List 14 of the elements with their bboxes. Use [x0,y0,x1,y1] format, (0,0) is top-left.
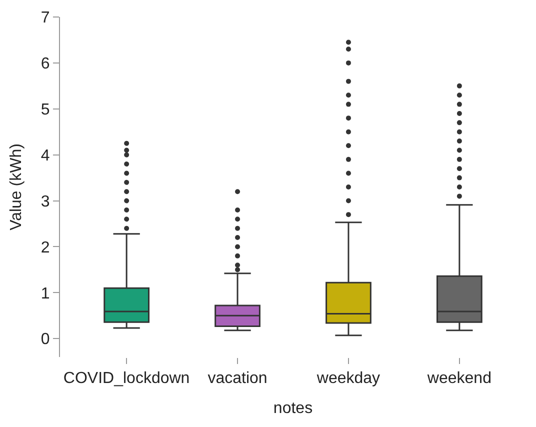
y-tick-label: 5 [40,101,50,118]
y-tick-label: 1 [40,285,50,302]
y-tick-label: 4 [40,147,50,164]
x-tick-label: weekend [426,370,492,388]
y-axis-title: Value (kWh) [8,144,25,230]
y-tick-label: 6 [40,56,50,73]
x-tick-label: COVID_lockdown [63,370,190,388]
y-tick-label: 0 [40,331,50,348]
x-axis-title: notes [273,400,313,417]
y-tick-label: 2 [40,239,50,256]
x-tick-label: vacation [208,370,268,388]
y-tick-label: 3 [40,193,50,210]
x-tick-label: weekday [316,370,380,388]
y-tick-label: 7 [40,10,50,27]
